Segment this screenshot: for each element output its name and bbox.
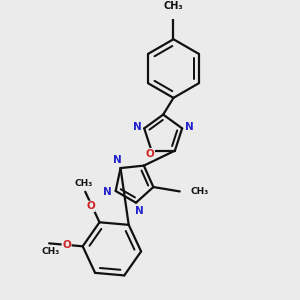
Text: CH₃: CH₃ xyxy=(190,187,208,196)
Text: N: N xyxy=(185,122,194,132)
Text: N: N xyxy=(103,188,112,197)
Text: O: O xyxy=(146,148,154,159)
Text: N: N xyxy=(133,122,141,132)
Text: N: N xyxy=(113,155,122,165)
Text: N: N xyxy=(134,206,143,216)
Text: CH₃: CH₃ xyxy=(75,179,93,188)
Text: O: O xyxy=(86,201,95,211)
Text: CH₃: CH₃ xyxy=(41,247,60,256)
Text: O: O xyxy=(62,240,71,250)
Text: CH₃: CH₃ xyxy=(164,1,183,10)
